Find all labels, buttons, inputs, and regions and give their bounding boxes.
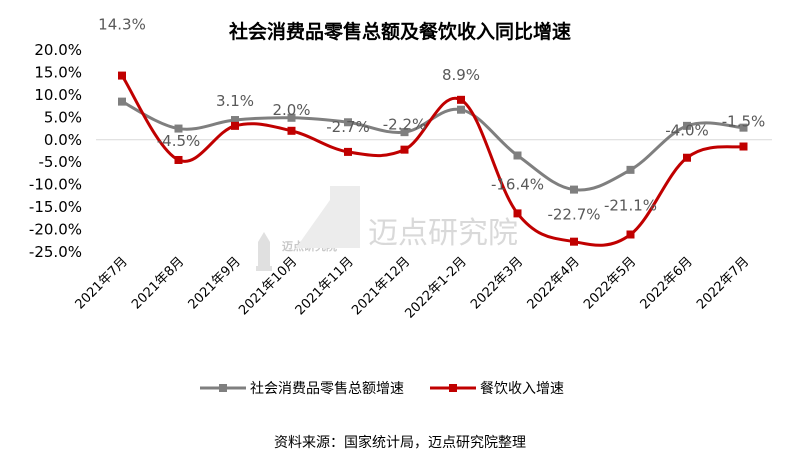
y-tick-label: -15.0% bbox=[29, 198, 82, 216]
data-label: -4.5% bbox=[157, 132, 201, 150]
x-tick-label: 2022年7月 bbox=[694, 254, 752, 312]
series-2-point bbox=[683, 153, 691, 162]
y-tick-label: -20.0% bbox=[29, 221, 82, 239]
series-1-point bbox=[570, 185, 578, 194]
series-1-point bbox=[344, 118, 352, 127]
series-1-point bbox=[513, 151, 522, 160]
data-labels: 14.3%-4.5%3.1% 2.0%-2.7% -2.2%8.9%-16.4%-2… bbox=[98, 16, 765, 224]
legend-marker-series-2 bbox=[449, 384, 457, 392]
data-label: -2.7% bbox=[326, 118, 370, 136]
y-tick-label: 15.0% bbox=[34, 63, 82, 81]
x-tick-label: 2022年3月 bbox=[468, 254, 526, 312]
series-lines bbox=[118, 71, 748, 247]
axes: 20.0% 15.0% 10.0% 5.0% 0.0% -5.0% -10.0% -15.0%… bbox=[29, 41, 772, 322]
x-tick-label: 2022年5月 bbox=[581, 254, 639, 312]
series-2-point bbox=[457, 95, 465, 104]
x-tick-label: 2021年8月 bbox=[129, 254, 187, 312]
data-label: 8.9% bbox=[442, 66, 480, 84]
series-2-point bbox=[174, 155, 183, 164]
series-1-point bbox=[626, 165, 635, 174]
y-tick-label: -25.0% bbox=[29, 243, 82, 261]
watermark: 迈点研究院 迈点研究院 bbox=[256, 186, 518, 271]
data-label: -1.5% bbox=[722, 113, 766, 131]
series-2-point bbox=[231, 121, 239, 130]
chart-title: 社会消费品零售总额及餐饮收入同比增速 bbox=[228, 20, 571, 43]
y-tick-label: 20.0% bbox=[34, 41, 82, 59]
x-tick-label: 2022年6月 bbox=[638, 254, 696, 312]
series-2-point bbox=[739, 142, 748, 151]
x-tick-label: 2021年7月 bbox=[73, 254, 131, 312]
series-2-point bbox=[570, 237, 578, 246]
source-note: 资料来源：国家统计局，迈点研究院整理 bbox=[274, 434, 526, 451]
series-2-point bbox=[400, 145, 409, 154]
data-label: 14.3% bbox=[98, 16, 146, 34]
legend: 社会消费品零售总额增速 餐饮收入增速 bbox=[200, 381, 564, 397]
series-1-point bbox=[739, 123, 748, 132]
series-1-point bbox=[231, 116, 239, 125]
data-label: 3.1% bbox=[216, 92, 254, 110]
series-2-point bbox=[626, 230, 635, 239]
y-tick-label: 0.0% bbox=[44, 131, 82, 149]
data-label: 2.0% bbox=[272, 101, 310, 119]
data-label: -2.2% bbox=[383, 116, 427, 134]
series-2-point bbox=[344, 147, 352, 156]
data-label: -21.1% bbox=[604, 196, 657, 214]
x-tick-label: 2021年11月 bbox=[293, 254, 357, 318]
series-1-point bbox=[118, 97, 126, 106]
legend-label-series-1: 社会消费品零售总额增速 bbox=[250, 381, 404, 397]
series-1-point bbox=[683, 121, 691, 130]
watermark-text: 迈点研究院 bbox=[368, 216, 518, 251]
y-tick-label: 5.0% bbox=[44, 108, 82, 126]
legend-marker-series-1 bbox=[219, 384, 227, 392]
data-label: -22.7% bbox=[547, 206, 600, 224]
series-1-point bbox=[174, 124, 183, 133]
watermark-banner bbox=[296, 186, 360, 248]
legend-label-series-2: 餐饮收入增速 bbox=[480, 381, 564, 397]
y-tick-label: 10.0% bbox=[34, 86, 82, 104]
series-1-point bbox=[400, 128, 409, 137]
series-1-point bbox=[287, 113, 296, 122]
data-label: -16.4% bbox=[491, 175, 544, 193]
series-2-point bbox=[287, 126, 296, 135]
data-label: -4.0% bbox=[665, 122, 709, 140]
x-tick-label: 2022年4月 bbox=[525, 254, 583, 312]
y-tick-label: -5.0% bbox=[38, 153, 82, 171]
series-1-point bbox=[457, 105, 465, 114]
series-2-point bbox=[513, 209, 522, 218]
x-tick-label: 2021年9月 bbox=[186, 254, 244, 312]
series-2-point bbox=[118, 71, 126, 80]
y-tick-label: -10.0% bbox=[29, 176, 82, 194]
